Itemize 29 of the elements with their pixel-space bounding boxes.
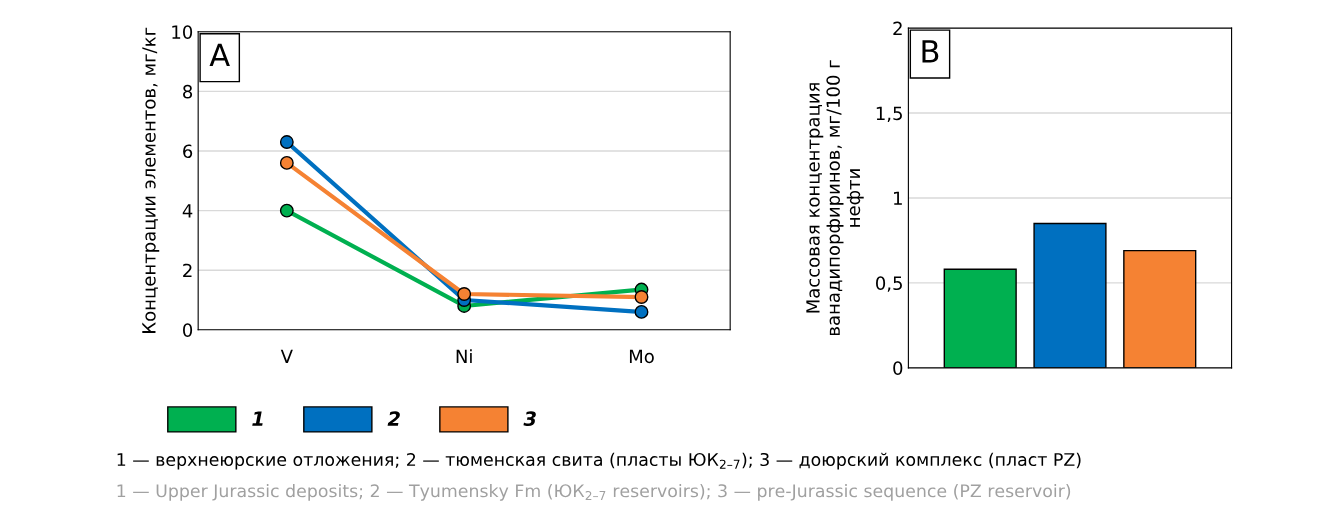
chart-title: A	[209, 43, 230, 67]
y-tick-label: 2	[183, 263, 192, 278]
text: 1 — верхнеюрские отложения; 2 — тюменская свита (пласты ЮК$_{2–7}$); 3 — доюрский комплекс (пласт PZ)	[117, 452, 1081, 470]
x-tick-label: V	[280, 349, 293, 363]
x-tick-label: Mo	[629, 349, 654, 364]
y-tick-label: 10	[172, 25, 193, 39]
y-axis-title: Массовая концентрация ванадипорфиринов, мг/100 г нефти	[806, 60, 864, 335]
y-tick-label: 1,5	[876, 106, 902, 123]
legend-label: 2	[387, 411, 400, 426]
point	[279, 155, 294, 170]
legend-label: 3	[523, 411, 536, 427]
y-tick-label: 8	[183, 84, 193, 99]
y-axis-title: Концентрации элементов, мг/кг	[142, 27, 160, 333]
y-tick-label: 2	[893, 21, 902, 35]
chart-title: B	[922, 40, 939, 63]
legend-label: 1	[252, 411, 263, 426]
point	[634, 304, 649, 319]
y-tick-label: 0,5	[876, 276, 902, 292]
y-tick-label: 1	[894, 191, 902, 205]
point	[279, 203, 294, 218]
point	[457, 287, 472, 301]
x-tick-label: Ni	[456, 349, 472, 363]
point	[279, 135, 294, 149]
y-tick-label: 0	[183, 323, 193, 337]
point	[634, 290, 649, 304]
y-tick-label: 0	[893, 361, 903, 375]
y-tick-label: 4	[182, 204, 193, 218]
text: 1 — Upper Jurassic deposits; 2 — Tyumensky Fm (ЮК$_{2–7}$ reservoirs); 3 — pre-Jurassic sequence (PZ reservoir)	[117, 483, 1071, 501]
y-tick-label: 6	[183, 144, 193, 159]
